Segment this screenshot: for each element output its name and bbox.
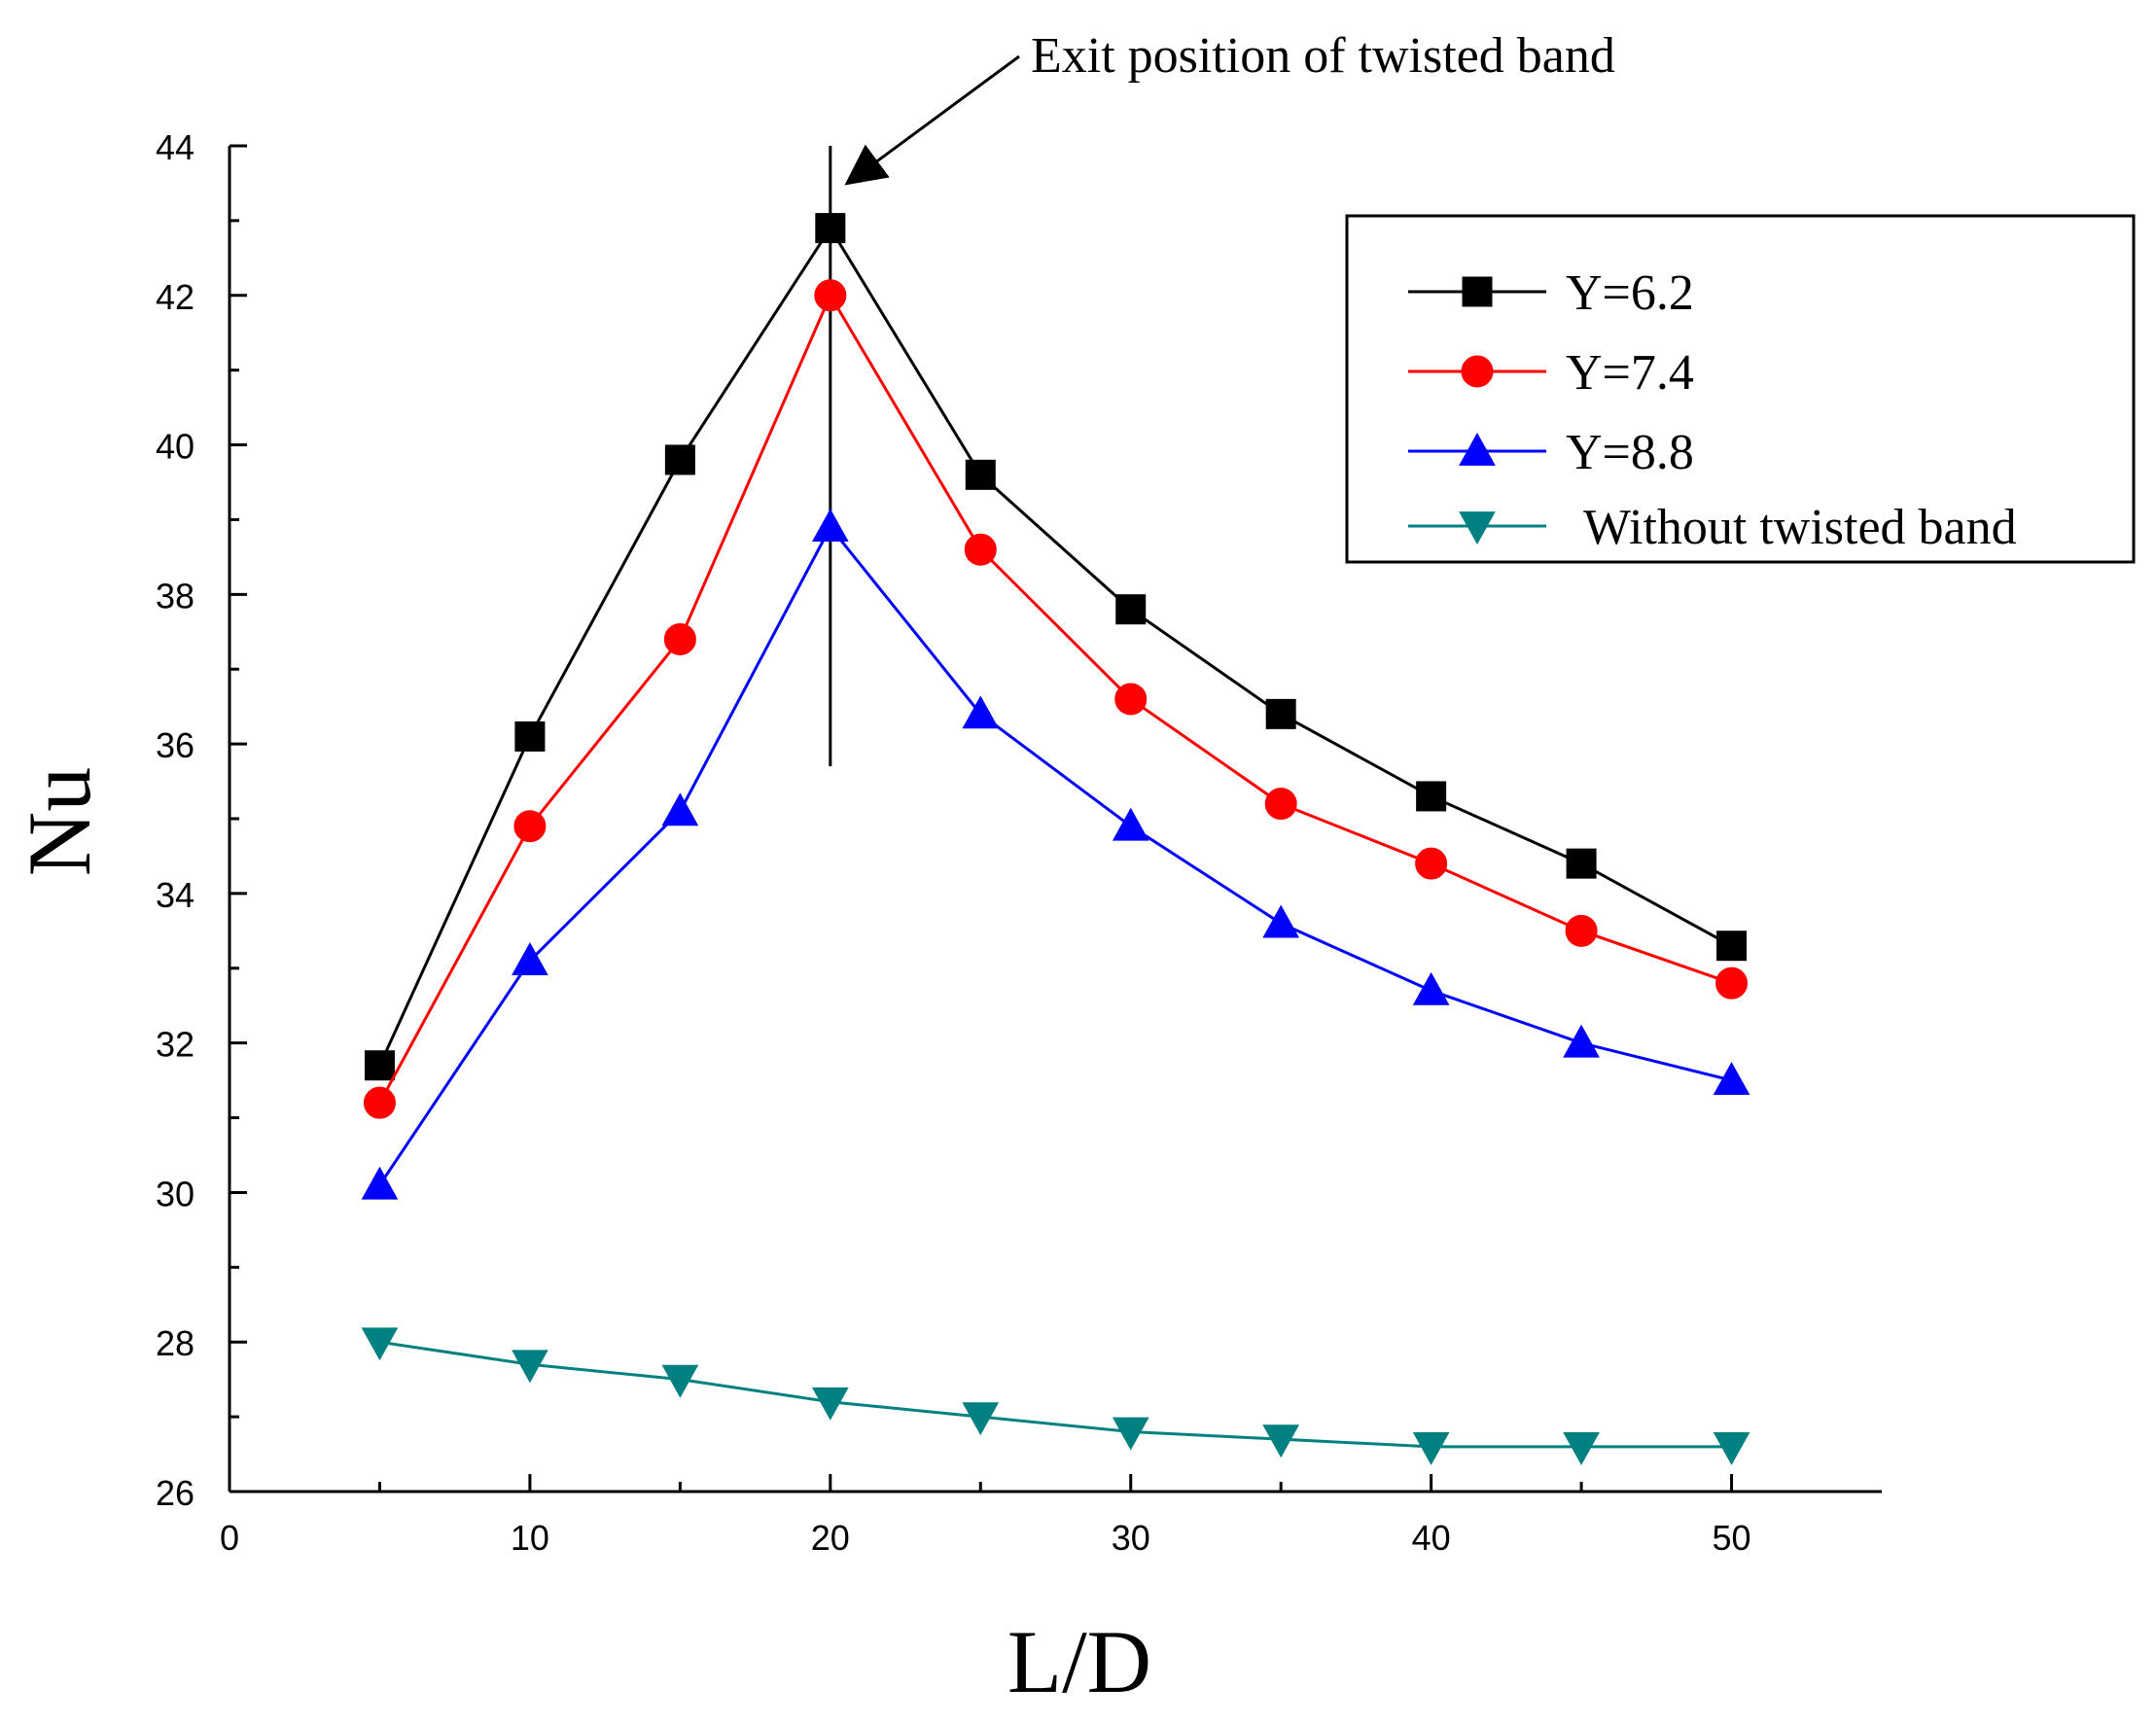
legend-marker — [1459, 511, 1496, 545]
x-tick-label: 30 — [1112, 1518, 1150, 1558]
series-0 — [364, 213, 1748, 1081]
series-2 — [361, 509, 1750, 1200]
data-point — [1416, 781, 1447, 812]
x-axis-label: L/D — [1007, 1612, 1151, 1711]
data-point — [514, 720, 546, 752]
data-point — [663, 622, 696, 655]
legend-marker — [1461, 355, 1494, 388]
data-point — [664, 444, 695, 475]
data-point — [962, 695, 1000, 729]
data-point — [1565, 914, 1598, 947]
legend-marker — [1459, 432, 1496, 466]
legend: Y=6.2 Y=7.4 Y=8.8 Without twisted band — [1345, 214, 2136, 564]
annotation-arrow — [844, 54, 1020, 186]
data-point — [1563, 1431, 1600, 1465]
legend-label: Y=7.4 — [1566, 345, 1694, 401]
data-point — [1264, 788, 1297, 821]
data-point — [363, 1086, 396, 1119]
data-point — [512, 1350, 548, 1384]
data-point — [1563, 1024, 1600, 1058]
y-tick-label: 32 — [156, 1025, 194, 1065]
series-line — [378, 225, 1733, 1067]
data-point — [364, 1050, 395, 1081]
series-line — [379, 1340, 1732, 1449]
data-point — [1715, 966, 1749, 1000]
y-tick-label: 28 — [156, 1323, 194, 1363]
y-tick-label: 40 — [156, 427, 194, 467]
data-point — [1412, 971, 1450, 1005]
annotation-text: Exit position of twisted band — [1031, 28, 1615, 84]
series-layer — [361, 213, 1750, 1465]
data-point — [512, 942, 548, 975]
y-axis-ticks: 26 28 30 32 34 36 38 40 42 44 — [156, 127, 247, 1513]
y-tick-label: 42 — [156, 277, 194, 317]
data-point — [964, 533, 997, 566]
data-point — [513, 810, 547, 843]
y-tick-label: 38 — [156, 576, 194, 615]
y-tick-label: 44 — [156, 127, 194, 167]
data-point — [1115, 594, 1147, 625]
x-axis-ticks: 0 10 20 30 40 50 — [220, 1474, 1751, 1558]
data-point — [962, 1402, 1000, 1436]
data-point — [1262, 1424, 1300, 1458]
data-point — [1265, 698, 1296, 729]
data-point — [361, 1327, 399, 1361]
data-point — [814, 279, 847, 312]
legend-label: Without twisted band — [1583, 500, 2017, 555]
data-point — [1112, 807, 1149, 841]
y-tick-label: 34 — [156, 875, 194, 915]
data-point — [965, 459, 996, 490]
series-line — [378, 292, 1733, 1104]
data-point — [361, 1166, 399, 1200]
legend-label: Y=8.8 — [1566, 425, 1694, 480]
data-point — [1415, 847, 1448, 880]
series-3 — [361, 1327, 1750, 1465]
y-tick-label: 30 — [156, 1174, 194, 1213]
data-point — [661, 1364, 699, 1398]
data-point — [811, 1387, 849, 1421]
y-tick-label: 26 — [156, 1473, 194, 1513]
data-point — [1716, 931, 1748, 962]
x-tick-label: 0 — [220, 1518, 239, 1558]
legend-marker — [1462, 276, 1493, 307]
data-point — [1114, 683, 1148, 716]
x-tick-label: 40 — [1412, 1518, 1451, 1558]
data-point — [1566, 848, 1597, 879]
data-point — [811, 509, 849, 543]
x-tick-label: 50 — [1713, 1518, 1751, 1558]
series-line — [378, 524, 1732, 1186]
x-tick-label: 10 — [511, 1518, 549, 1558]
data-point — [1262, 904, 1300, 938]
series-1 — [363, 279, 1749, 1119]
data-point — [1713, 1062, 1750, 1096]
x-tick-label: 20 — [811, 1518, 850, 1558]
y-axis-label: Nu — [10, 767, 109, 876]
data-point — [1713, 1431, 1750, 1465]
legend-box — [1345, 214, 2136, 564]
data-point — [1412, 1431, 1450, 1465]
y-tick-label: 36 — [156, 725, 194, 765]
data-point — [661, 792, 699, 826]
legend-label: Y=6.2 — [1566, 265, 1694, 321]
data-point — [1112, 1417, 1149, 1451]
data-point — [815, 213, 846, 244]
